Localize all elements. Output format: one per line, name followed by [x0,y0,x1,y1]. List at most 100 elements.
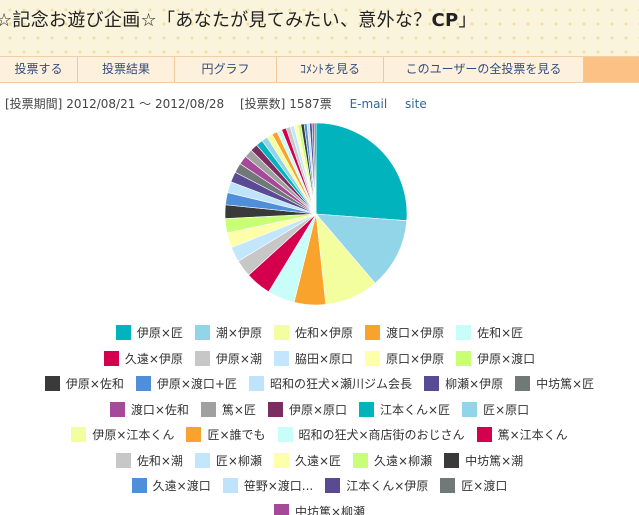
legend-item: 久遠×柳瀬 [353,452,432,469]
legend-row: 久遠×渡口 笹野×渡口... 江本くん×伊原 匠×渡口 [126,473,514,499]
tab-vote[interactable]: 投票する [0,57,78,82]
vote-info: [投票期間] 2012/08/21 〜 2012/08/28 [投票数] 158… [5,95,427,112]
legend-item: 原口×伊原 [365,350,444,367]
legend-swatch [277,427,293,443]
legend-label: 匠×渡口 [461,479,508,494]
count-value: 1587票 [289,97,332,111]
legend-item: 匠×誰でも [186,426,266,443]
tab-pie-chart[interactable]: 円グラフ [175,57,277,82]
legend-item: 昭和の狂犬×瀬川ジム会長 [249,375,412,392]
period-label: [投票期間] [5,97,63,111]
legend-label: 篤×江本くん [497,428,568,443]
legend-swatch [325,478,341,494]
legend-swatch [103,350,119,366]
legend-label: 伊原×匠 [136,326,183,341]
site-link[interactable]: site [405,97,427,111]
legend-swatch [424,376,440,392]
legend-swatch [462,401,478,417]
legend-label: 匠×柳瀬 [215,453,262,468]
legend-label: 脇田×原口 [294,351,354,366]
legend-item: 渡口×佐和 [109,401,189,418]
legend-item: 江本くん×匠 [359,401,450,418]
legend-swatch [273,350,289,366]
legend-row: 伊原×江本くん 匠×誰でも 昭和の狂犬×商店街のおじさん 篤×江本くん [65,422,573,448]
legend-item: 匠×渡口 [440,477,507,494]
legend-label: 昭和の狂犬×商店街のおじさん [298,428,465,443]
tab-bar: 投票する 投票結果 円グラフ ｺﾒﾝﾄを見る このユーザーの全投票を見る [0,56,639,83]
legend-swatch [456,325,472,341]
legend-label: 江本くん×伊原 [346,479,429,494]
legend-label: 江本くん×匠 [380,402,451,417]
legend-swatch [365,325,381,341]
legend-swatch [456,350,472,366]
legend-label: 匠×原口 [483,402,530,417]
tab-results[interactable]: 投票結果 [78,57,175,82]
pie-slice-0 [315,122,408,222]
legend-item: 佐和×潮 [115,452,183,469]
legend-swatch [273,452,289,468]
legend-label: 佐和×潮 [136,453,183,468]
period-value: 2012/08/21 〜 2012/08/28 [66,97,225,111]
email-link[interactable]: E-mail [349,97,388,111]
legend-label: 伊原×佐和 [65,377,124,392]
legend-label: 原口×伊原 [386,351,445,366]
page-title-cp: CP [431,10,459,31]
legend-swatch [249,376,264,392]
legend-row: 伊原×佐和 伊原×渡口+匠 昭和の狂犬×瀬川ジム会長 柳瀬×伊原 中坊篤×匠 [39,371,600,397]
legend-item: 匠×柳瀬 [194,452,262,469]
legend-swatch [109,401,125,417]
legend-label: 中坊篤×潮 [465,453,524,468]
legend-swatch [115,325,131,341]
legend-item: 篤×江本くん [476,426,568,443]
legend-label: 匠×誰でも [207,428,266,443]
legend-swatch [194,350,210,366]
legend-swatch [135,376,151,392]
legend-swatch [273,325,289,341]
legend-swatch [365,350,381,366]
legend-swatch [515,376,531,392]
legend-item: 中坊篤×匠 [515,375,594,392]
legend-swatch [222,478,238,494]
legend-item: 柳瀬×伊原 [424,375,503,392]
tab-bar-filler [584,57,639,82]
legend-swatch [267,401,283,417]
legend-swatch [131,478,147,494]
legend-item: 佐和×伊原 [273,324,354,341]
legend-label: 伊原×原口 [288,402,348,417]
legend-row: 佐和×潮 匠×柳瀬 久遠×匠 久遠×柳瀬 中坊篤×潮 [110,448,529,474]
page-title-text: ☆記念お遊び企画☆「あなたが見てみたい、意外な？ [0,10,432,31]
legend-swatch [273,503,289,515]
legend-swatch [440,478,456,494]
legend-label: 佐和×匠 [477,326,524,341]
legend-item: 伊原×渡口+匠 [135,375,237,392]
legend-label: 篤×匠 [221,402,256,417]
pie-slice-33 [313,122,317,215]
legend-swatch [44,376,60,392]
legend-row: 伊原×匠 潮×伊原 佐和×伊原 渡口×伊原 佐和×匠 [110,320,529,346]
tab-comments[interactable]: ｺﾒﾝﾄを見る [277,57,384,82]
legend-item: 中坊篤×柳瀬 [273,503,365,515]
legend-label: 潮×伊原 [215,326,262,341]
legend-item: 匠×原口 [462,401,529,418]
legend-label: 昭和の狂犬×瀬川ジム会長 [270,377,413,392]
tab-all-votes[interactable]: このユーザーの全投票を見る [384,57,584,82]
page-title-close: 」 [458,10,477,31]
legend-item: 昭和の狂犬×商店街のおじさん [277,426,465,443]
legend-label: 柳瀬×伊原 [445,377,504,392]
legend-label: 佐和×伊原 [294,326,354,341]
legend-item: 佐和×匠 [456,324,523,341]
legend-item: 伊原×渡口 [456,350,535,367]
legend-row: 渡口×佐和 篤×匠 伊原×原口 江本くん×匠 匠×原口 [104,397,535,423]
legend-label: 久遠×匠 [294,453,342,468]
legend-swatch [194,325,210,341]
legend-swatch [71,427,87,443]
legend-label: 久遠×渡口 [152,479,211,494]
legend-item: 渡口×伊原 [365,324,444,341]
legend-label: 笹野×渡口... [243,479,314,494]
page-title: ☆記念お遊び企画☆「あなたが見てみたい、意外な？CP」 [0,6,477,32]
legend-item: 脇田×原口 [273,350,354,367]
legend-item: 久遠×匠 [273,452,342,469]
legend-label: 中坊篤×匠 [536,377,595,392]
count-label: [投票数] [240,97,286,111]
legend-label: 伊原×渡口 [477,351,536,366]
